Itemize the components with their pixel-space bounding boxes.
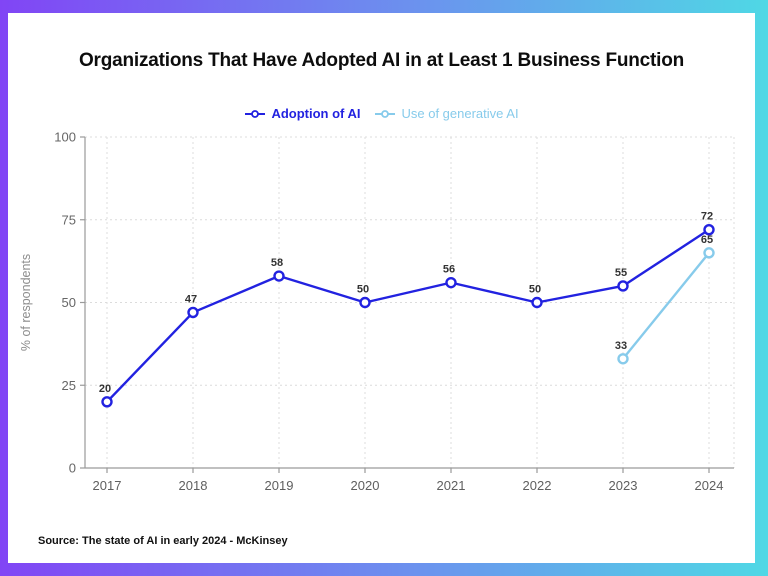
- y-tick-label: 0: [69, 461, 76, 476]
- data-point: [101, 396, 113, 408]
- series-adoption-of-ai: 20 47 58 50 56 50 55 72: [99, 211, 715, 408]
- line-marker-icon: [375, 109, 396, 118]
- y-axis-title: % of respondents: [19, 254, 33, 351]
- line-marker-icon: [245, 109, 266, 118]
- x-tick-label: 2017: [93, 478, 122, 493]
- data-point: [359, 296, 371, 309]
- data-point: [531, 296, 543, 309]
- data-point-label: 50: [529, 284, 541, 296]
- data-point: [617, 353, 629, 365]
- data-point: [617, 280, 629, 292]
- series-line: [621, 251, 711, 360]
- source-note: Source: The state of AI in early 2024 - …: [38, 535, 288, 547]
- legend-label: Use of generative AI: [401, 106, 519, 121]
- x-tick-label: 2023: [609, 478, 638, 493]
- x-tick-label: 2018: [179, 478, 208, 493]
- y-tick-label: 50: [62, 295, 76, 310]
- x-tick-label: 2022: [523, 478, 552, 493]
- y-tick-label: 25: [62, 378, 76, 393]
- chart-card: 0 25 50 75 100 2017 2018 2019 2020 2021 2022 2023 20…: [8, 13, 755, 563]
- data-point-label: 65: [701, 234, 713, 246]
- grid-lines: [85, 136, 735, 468]
- data-point-label: 47: [185, 293, 197, 305]
- y-tick-label: 100: [54, 130, 76, 145]
- series-line: [105, 228, 711, 403]
- data-point-label: 56: [443, 264, 455, 276]
- x-tick-label: 2020: [351, 478, 380, 493]
- x-tick-label: 2019: [265, 478, 294, 493]
- data-point-label: 55: [615, 267, 627, 279]
- data-point-label: 72: [701, 211, 713, 223]
- data-point-label: 20: [99, 383, 111, 395]
- data-point-label: 33: [615, 340, 627, 352]
- x-tick-label: 2021: [437, 478, 466, 493]
- legend-item-use-of-generative-ai[interactable]: Use of generative AI: [374, 106, 519, 121]
- axes: 0 25 50 75 100 2017 2018 2019 2020 2021 2022 2023 20…: [54, 130, 734, 493]
- chart-svg: 0 25 50 75 100 2017 2018 2019 2020 2021 2022 2023 20…: [19, 130, 735, 493]
- data-point: [187, 306, 199, 319]
- x-tick-label: 2024: [695, 478, 724, 493]
- chart-title: Organizations That Have Adopted AI in at…: [78, 50, 685, 71]
- data-point-label: 58: [271, 257, 283, 269]
- data-point: [703, 247, 715, 259]
- legend-item-adoption-of-ai[interactable]: Adoption of AI: [244, 106, 360, 121]
- y-tick-label: 75: [62, 212, 76, 227]
- data-point: [445, 276, 457, 289]
- data-point-label: 50: [357, 284, 369, 296]
- data-point: [273, 270, 285, 282]
- legend-label: Adoption of AI: [271, 106, 361, 121]
- series-use-of-generative-ai: 33 65: [615, 234, 715, 365]
- legend: Adoption of AI Use of generative AI: [8, 106, 755, 121]
- data-point: [703, 223, 715, 236]
